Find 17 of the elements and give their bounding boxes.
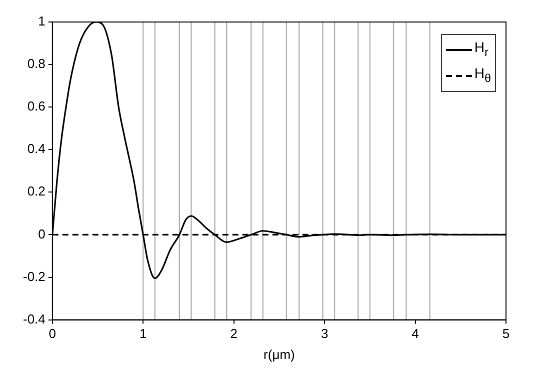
x-tick-label: 0: [48, 326, 56, 342]
legend-label: H$_{r}$: [474, 38, 488, 61]
y-tick-label: 1: [38, 14, 46, 29]
y-tick-label: 0.8: [27, 56, 46, 72]
x-tick-label: 2: [230, 326, 238, 342]
x-tick-label: 3: [320, 326, 328, 342]
y-tick-label: -0.4: [22, 311, 46, 326]
x-tick-label: 1: [140, 326, 147, 342]
x-tick-label: 4: [412, 326, 419, 342]
y-tick-label: 0: [38, 226, 46, 242]
y-tick-label: -0.2: [22, 268, 46, 284]
x-tick-label: 5: [502, 326, 510, 342]
y-tick-label: 0.2: [27, 184, 46, 199]
legend-label: H$_{θ}$: [474, 64, 491, 87]
y-tick-label: 0.4: [27, 141, 46, 156]
x-axis-title: r(μm): [264, 346, 295, 362]
y-tick-label: 0.6: [27, 98, 46, 114]
